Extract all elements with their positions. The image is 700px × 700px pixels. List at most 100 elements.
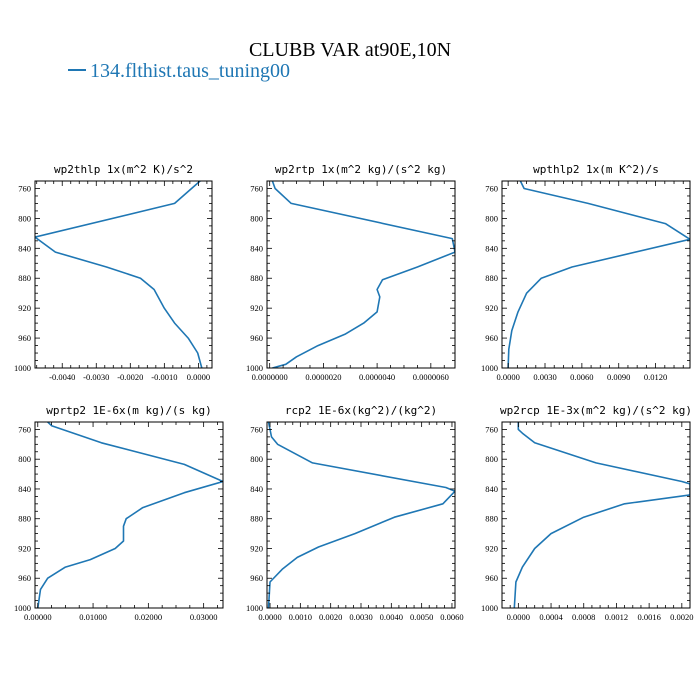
x-tick-label: 0.0000 [258, 612, 281, 622]
plot-frame [34, 421, 224, 609]
y-tick-label: 760 [250, 424, 263, 434]
panel-title: wprtp2 1E-6x(m kg)/(s kg) [46, 404, 212, 417]
y-tick-label: 960 [18, 573, 31, 583]
y-tick-label: 880 [485, 514, 498, 524]
y-tick-label: 960 [485, 333, 498, 343]
y-tick-label: 960 [250, 333, 263, 343]
x-tick-label: -0.0030 [83, 372, 109, 382]
x-tick-label: 0.0060 [440, 612, 463, 622]
y-tick-label: 920 [485, 543, 498, 553]
x-tick-label: 0.00000 [24, 612, 52, 622]
x-tick-label: 0.0004 [539, 612, 563, 622]
x-tick-label: 0.0050 [410, 612, 433, 622]
data-line [37, 422, 223, 608]
x-tick-label: 0.01000 [79, 612, 107, 622]
y-tick-label: 840 [250, 484, 263, 494]
figure-title: CLUBB VAR at90E,10N [249, 39, 451, 61]
y-tick-label: 920 [250, 543, 263, 553]
chart-panel-4: wprtp2 1E-6x(m kg)/(s kg) 760 800 840 880 920… [14, 404, 224, 622]
x-tick-label: 0.0040 [380, 612, 403, 622]
plot-frame [501, 421, 691, 609]
x-tick-label: 0.0008 [572, 612, 595, 622]
x-tick-label: -0.0010 [151, 372, 177, 382]
y-tick-label: 760 [250, 183, 263, 193]
y-tick-label: 760 [485, 183, 498, 193]
y-tick-label: 840 [18, 243, 31, 253]
y-tick-label: 840 [485, 484, 498, 494]
plot-frame [501, 180, 691, 369]
data-line [35, 181, 203, 368]
x-tick-label: 0.03000 [190, 612, 218, 622]
y-tick-label: 760 [18, 424, 31, 434]
y-tick-label: 800 [18, 213, 31, 223]
panel-title: wp2thlp 1x(m^2 K)/s^2 [54, 163, 193, 176]
y-tick-label: 960 [250, 573, 263, 583]
x-tick-label: 0.0060 [570, 372, 593, 382]
x-tick-label: 0.0030 [349, 612, 372, 622]
x-tick-label: 0.0000 [187, 372, 210, 382]
x-tick-label: 0.0120 [644, 372, 667, 382]
x-tick-label: 0.0000020 [305, 372, 341, 382]
panel-grid: wp2thlp 1x(m^2 K)/s^2 760 800 840 880 920 960 1… [14, 163, 694, 622]
y-tick-label: 800 [250, 454, 263, 464]
y-tick-label: 1000 [246, 603, 263, 613]
chart-panel-3: wpthlp2 1x(m K^2)/s 760 800 840 880 920 960 100… [481, 163, 691, 382]
y-tick-label: 880 [250, 273, 263, 283]
figure-legend: 134.flthist.taus_tuning00 [68, 60, 290, 82]
y-tick-label: 920 [18, 543, 31, 553]
chart-panel-2: wp2rtp 1x(m^2 kg)/(s^2 kg) 760 800 840 880 92… [246, 163, 456, 382]
y-tick-label: 800 [485, 213, 498, 223]
x-tick-label: 0.0000 [507, 612, 530, 622]
legend-label: 134.flthist.taus_tuning00 [90, 60, 290, 82]
y-tick-label: 880 [18, 273, 31, 283]
x-tick-label: 0.0020 [670, 612, 693, 622]
x-tick-label: -0.0040 [49, 372, 75, 382]
y-tick-label: 880 [250, 514, 263, 524]
y-tick-label: 1000 [14, 363, 31, 373]
panel-title: wpthlp2 1x(m K^2)/s [533, 163, 659, 176]
panel-title: wp2rtp 1x(m^2 kg)/(s^2 kg) [275, 163, 447, 176]
y-tick-label: 840 [250, 243, 263, 253]
x-tick-label: 0.0000 [496, 372, 519, 382]
plot-frame [34, 180, 213, 369]
y-tick-label: 920 [250, 303, 263, 313]
y-tick-label: 760 [485, 424, 498, 434]
y-tick-label: 880 [485, 273, 498, 283]
y-tick-label: 800 [18, 454, 31, 464]
y-tick-label: 1000 [14, 603, 31, 613]
chart-panel-6: wp2rcp 1E-3x(m^2 kg)/(s^2 kg)760 800 840 88… [481, 404, 694, 622]
panel-title: rcp2 1E-6x(kg^2)/(kg^2) [285, 404, 437, 417]
x-tick-label: 0.0090 [607, 372, 630, 382]
x-tick-label: 0.0020 [319, 612, 342, 622]
chart-panel-1: wp2thlp 1x(m^2 K)/s^2 760 800 840 880 920 960 1… [14, 163, 213, 382]
x-tick-label: 0.0030 [533, 372, 556, 382]
y-tick-label: 1000 [246, 363, 263, 373]
data-line [507, 181, 690, 368]
x-tick-label: 0.0010 [289, 612, 312, 622]
y-tick-label: 840 [485, 243, 498, 253]
y-tick-label: 800 [250, 213, 263, 223]
y-tick-label: 1000 [481, 363, 498, 373]
x-tick-label: 0.0016 [637, 612, 660, 622]
y-tick-label: 960 [485, 573, 498, 583]
x-tick-label: 0.02000 [135, 612, 163, 622]
data-line [271, 181, 455, 368]
y-tick-label: 880 [18, 514, 31, 524]
panel-title: wp2rcp 1E-3x(m^2 kg)/(s^2 kg) [500, 404, 692, 417]
y-tick-label: 1000 [481, 603, 498, 613]
x-tick-label: 0.0012 [605, 612, 628, 622]
y-tick-label: 760 [18, 183, 31, 193]
x-tick-label: 0.0000040 [359, 372, 395, 382]
x-tick-label: -0.0020 [117, 372, 143, 382]
data-line [513, 422, 690, 608]
x-tick-label: 0.0000060 [413, 372, 449, 382]
plot-frame [266, 180, 456, 369]
y-tick-label: 800 [485, 454, 498, 464]
y-tick-label: 920 [18, 303, 31, 313]
y-tick-label: 960 [18, 333, 31, 343]
x-tick-label: 0.0000000 [252, 372, 288, 382]
data-line [267, 422, 455, 608]
chart-panel-5: rcp2 1E-6x(kg^2)/(kg^2) 760 800 840 880 920 96… [246, 404, 464, 622]
